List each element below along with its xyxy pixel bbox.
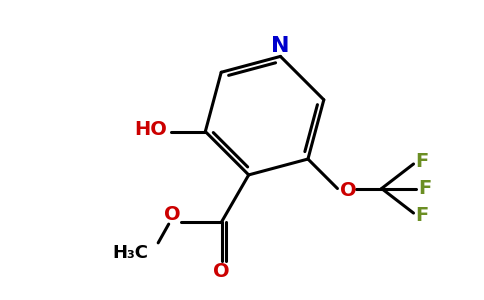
Text: F: F xyxy=(416,206,429,225)
Text: F: F xyxy=(418,179,431,198)
Text: O: O xyxy=(165,205,181,224)
Text: O: O xyxy=(340,182,357,200)
Text: H₃C: H₃C xyxy=(112,244,149,262)
Text: N: N xyxy=(271,36,290,56)
Text: HO: HO xyxy=(134,120,167,139)
Text: O: O xyxy=(213,262,230,281)
Text: F: F xyxy=(416,152,429,171)
